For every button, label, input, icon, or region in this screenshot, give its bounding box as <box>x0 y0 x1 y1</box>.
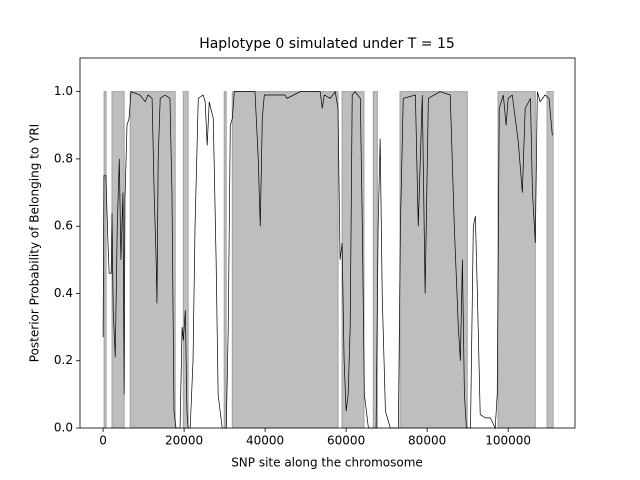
plot-frame <box>79 57 576 429</box>
x-tick-label: 80000 <box>408 434 446 448</box>
y-tick-label: 0.0 <box>54 421 73 435</box>
shaded-region <box>129 91 176 429</box>
y-tick-label: 0.8 <box>54 151 73 165</box>
shaded-region <box>111 91 125 429</box>
x-axis-label: SNP site along the chromosome <box>231 456 423 470</box>
x-tick-label: 40000 <box>246 434 284 448</box>
shaded-region <box>182 91 189 429</box>
shaded-region <box>223 91 227 429</box>
x-tick-label: 100000 <box>485 434 531 448</box>
y-tick-label: 0.6 <box>54 219 73 233</box>
x-tick-label: 60000 <box>327 434 365 448</box>
shaded-region <box>497 91 536 429</box>
x-tick-label: 20000 <box>165 434 203 448</box>
shaded-region <box>399 91 468 429</box>
shaded-region <box>103 91 107 429</box>
y-tick-label: 1.0 <box>54 84 73 98</box>
x-tick-label: 0 <box>99 434 107 448</box>
shaded-region <box>546 91 554 429</box>
data-line <box>102 90 553 430</box>
chart-title: Haplotype 0 simulated under T = 15 <box>199 36 455 52</box>
y-tick-label: 0.4 <box>54 286 73 300</box>
shaded-region <box>231 91 339 429</box>
y-tick-label: 0.2 <box>54 353 73 367</box>
y-axis-label: Posterior Probability of Belonging to YR… <box>28 124 42 362</box>
